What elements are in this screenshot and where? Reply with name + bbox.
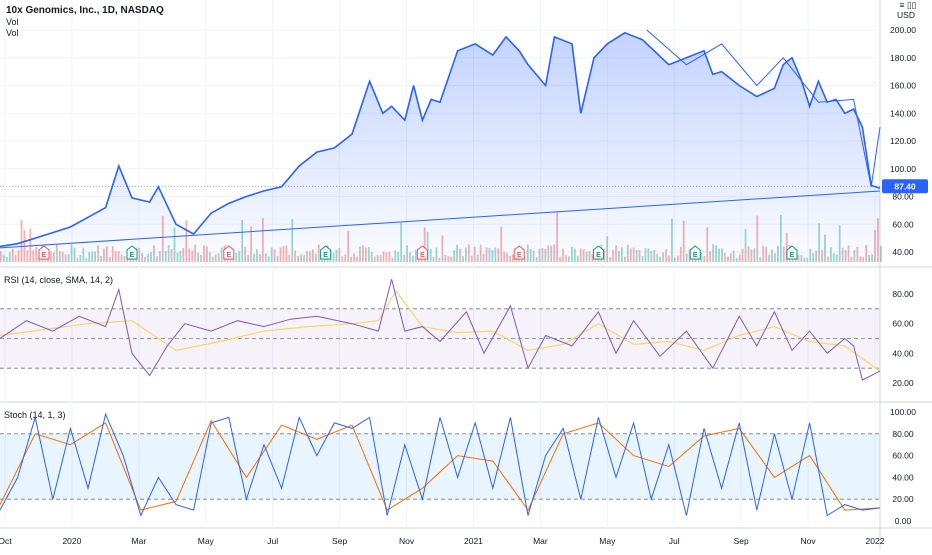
earnings-marker: E <box>223 245 235 260</box>
price-area <box>0 32 880 262</box>
earnings-marker-letter: E <box>790 252 795 259</box>
volume-bar <box>880 246 882 262</box>
x-tick-label: Sep <box>734 536 749 546</box>
earnings-marker-letter: E <box>130 252 135 259</box>
earnings-marker: E <box>513 245 525 260</box>
rsi-label: RSI (14, close, SMA, 14, 2) <box>4 275 113 285</box>
price-tick-label: 60.00 <box>892 219 914 229</box>
stoch-tick-label: 80.00 <box>892 429 914 439</box>
volume-bar <box>20 219 23 262</box>
earnings-marker-letter: E <box>420 252 425 259</box>
rsi-tick-label: 80.00 <box>892 289 914 299</box>
x-tick-label: Nov <box>801 536 817 546</box>
stoch-tick-label: 20.00 <box>892 494 914 504</box>
earnings-marker-letter: E <box>226 252 231 259</box>
currency-label: USD <box>897 10 915 20</box>
volume-label-1: Vol <box>6 17 19 27</box>
earnings-marker-shape <box>126 245 138 260</box>
x-tick-label: May <box>599 536 616 546</box>
earnings-marker: E <box>126 245 138 260</box>
price-tick-label: 200.00 <box>890 25 916 35</box>
x-tick-label: Mar <box>132 536 147 546</box>
price-tick-label: 160.00 <box>890 81 916 91</box>
x-tick-label: Mar <box>533 536 548 546</box>
rsi-ma-line <box>0 289 881 372</box>
volume-label-2: Vol <box>6 28 19 38</box>
earnings-marker: E <box>416 245 428 260</box>
price-tick-label: 180.00 <box>890 53 916 63</box>
earnings-marker: E <box>320 245 332 260</box>
last-price-badge <box>882 179 928 194</box>
x-tick-label: May <box>198 536 215 546</box>
earnings-marker-letter: E <box>596 252 601 259</box>
chart-title: 10x Genomics, Inc., 1D, NASDAQ <box>6 5 164 16</box>
earnings-marker-shape <box>513 245 525 260</box>
stoch-tick-label: 40.00 <box>892 472 914 482</box>
x-tick-label: 2021 <box>464 536 483 546</box>
last-price-label: 87.40 <box>894 182 916 192</box>
price-tick-label: 40.00 <box>892 247 914 257</box>
earnings-marker-letter: E <box>693 252 698 259</box>
earnings-marker-shape <box>416 245 428 260</box>
price-tick-label: 140.00 <box>890 108 916 118</box>
x-tick-label: Jul <box>267 536 278 546</box>
rsi-tick-label: 40.00 <box>892 348 914 358</box>
earnings-marker-letter: E <box>517 252 522 259</box>
earnings-marker-shape <box>223 245 235 260</box>
price-tick-label: 120.00 <box>890 136 916 146</box>
support-trendline <box>0 190 881 249</box>
rsi-band <box>0 308 880 369</box>
earnings-marker-letter: E <box>42 252 47 259</box>
stoch-k-line <box>0 412 881 517</box>
currency-top-label: ≡ ▯▯ <box>900 0 917 10</box>
stoch-layer <box>0 412 881 517</box>
axes-layer: Oct 2020 Mar May Jul Sep Nov 2021 Mar May Jul Sep No… <box>0 25 928 546</box>
rsi-line <box>0 279 881 381</box>
earnings-marker: E <box>689 245 701 260</box>
x-tick-label: 2022 <box>866 536 885 546</box>
earnings-marker: E <box>38 245 50 260</box>
x-tick-label: Jul <box>669 536 680 546</box>
stoch-label: Stoch (14, 1, 3) <box>4 410 66 420</box>
earnings-marker-shape <box>786 245 798 260</box>
stoch-tick-label: 100.00 <box>890 407 916 417</box>
stoch-tick-label: 60.00 <box>892 451 914 461</box>
earnings-marker-shape <box>38 245 50 260</box>
x-tick-label: Oct <box>0 536 12 546</box>
x-tick-label: 2020 <box>62 536 81 546</box>
rsi-tick-label: 20.00 <box>892 378 914 388</box>
earnings-marker-shape <box>320 245 332 260</box>
price-tick-label: 100.00 <box>890 164 916 174</box>
pattern-line <box>646 29 881 187</box>
rsi-layer <box>0 279 881 381</box>
rsi-tick-label: 60.00 <box>892 319 914 329</box>
earnings-marker-shape <box>592 245 604 260</box>
earnings-marker: E <box>592 245 604 260</box>
price-line <box>0 31 881 248</box>
price-tick-label: 80.00 <box>892 192 914 202</box>
earnings-marker: E <box>786 245 798 260</box>
stoch-d-line <box>0 419 881 512</box>
stoch-tick-label: 0.00 <box>895 516 912 526</box>
x-tick-label: Nov <box>399 536 415 546</box>
price-layer <box>0 29 881 262</box>
earnings-marker-shape <box>689 245 701 260</box>
x-tick-label: Sep <box>332 536 347 546</box>
earnings-marker-letter: E <box>323 252 328 259</box>
